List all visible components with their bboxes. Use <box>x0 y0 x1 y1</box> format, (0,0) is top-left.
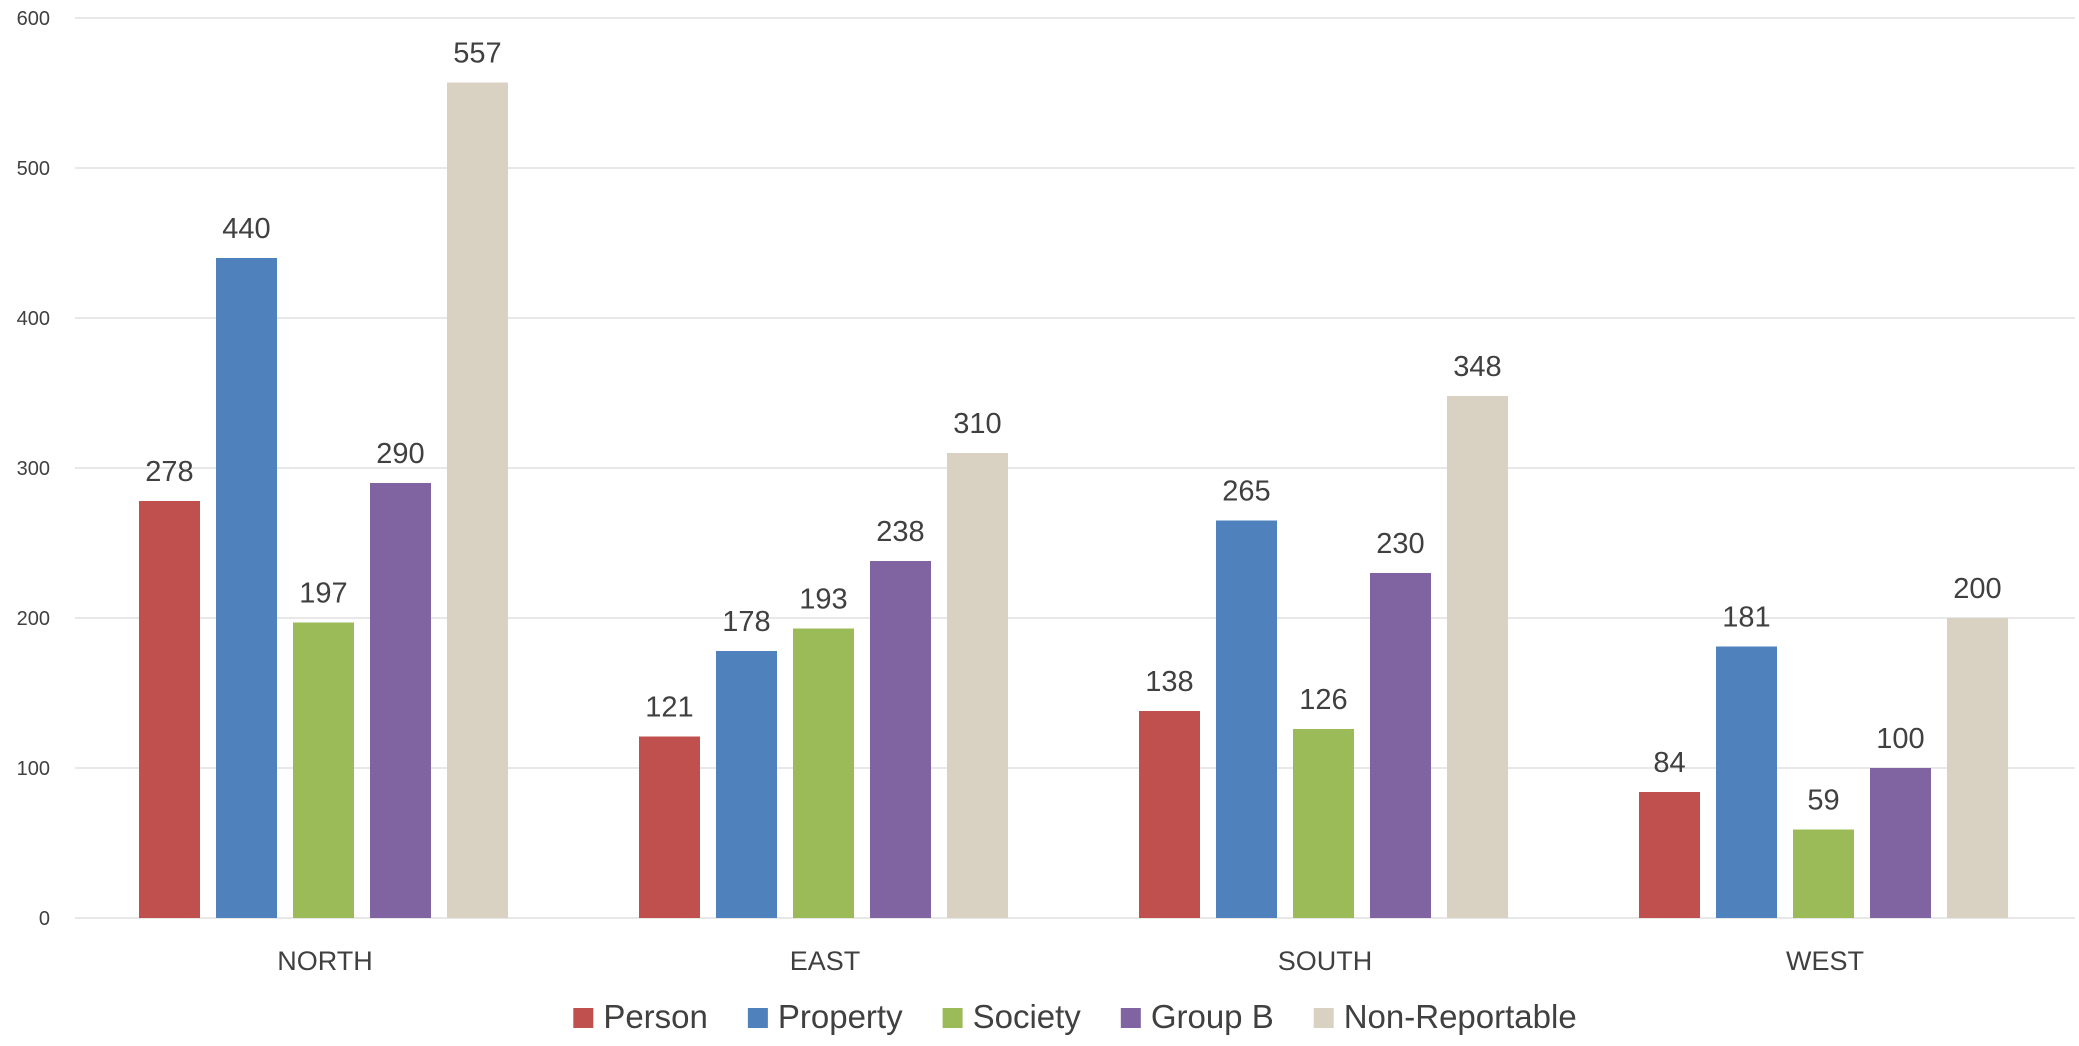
x-category-label: SOUTH <box>1278 946 1373 976</box>
y-tick-label: 600 <box>17 8 50 30</box>
data-label: 440 <box>222 213 270 245</box>
legend-label: Group B <box>1151 998 1274 1035</box>
y-tick-label: 100 <box>17 758 50 780</box>
legend-swatch <box>1120 1008 1141 1028</box>
x-category-label: WEST <box>1786 946 1864 976</box>
y-tick-label: 300 <box>17 458 50 480</box>
legend-label: Society <box>973 998 1082 1035</box>
legend-swatch <box>1313 1008 1334 1028</box>
bars <box>139 82 2008 918</box>
bar-group-b-east <box>870 561 931 918</box>
bar-group-b-west <box>1870 768 1931 918</box>
data-label: 59 <box>1807 785 1839 817</box>
data-label: 290 <box>376 438 424 470</box>
data-label: 84 <box>1653 747 1685 779</box>
legend-item: Group B <box>1120 998 1274 1035</box>
x-category-label: EAST <box>790 946 861 976</box>
bar-person-west <box>1639 792 1700 918</box>
bar-non-reportable-east <box>947 453 1008 918</box>
y-tick-label: 0 <box>39 908 50 930</box>
bar-non-reportable-south <box>1447 396 1508 918</box>
data-label: 265 <box>1222 476 1270 508</box>
data-label: 138 <box>1145 666 1193 698</box>
legend-label: Property <box>778 998 903 1035</box>
data-label: 278 <box>145 456 193 488</box>
legend: Person Property Society Group B Non-Reportab… <box>573 998 1577 1035</box>
legend-swatch <box>942 1008 963 1028</box>
data-label: 557 <box>453 38 501 70</box>
legend-item: Society <box>942 998 1082 1035</box>
x-axis-categories: NORTH EAST SOUTH WEST <box>277 946 1864 976</box>
bar-group-b-south <box>1370 573 1431 918</box>
data-label: 348 <box>1453 351 1501 383</box>
data-label: 181 <box>1722 602 1770 634</box>
data-label: 310 <box>953 408 1001 440</box>
legend-swatch <box>573 1008 594 1028</box>
y-tick-label: 200 <box>17 608 50 630</box>
bar-person-south <box>1139 711 1200 918</box>
data-label: 126 <box>1299 684 1347 716</box>
bar-person-north <box>139 501 200 918</box>
data-label: 178 <box>722 606 770 638</box>
bar-person-east <box>639 736 700 918</box>
bar-society-west <box>1793 829 1854 918</box>
data-label: 238 <box>876 516 924 548</box>
data-label: 100 <box>1876 723 1924 755</box>
bar-non-reportable-west <box>1947 618 2008 918</box>
bar-society-east <box>793 628 854 918</box>
data-labels: 278 440 197 290 557 121 178 193 238 310 138 265 126 2… <box>145 38 2001 817</box>
bar-group-b-north <box>370 483 431 918</box>
bar-property-east <box>716 651 777 918</box>
bar-property-north <box>216 258 277 918</box>
data-label: 200 <box>1953 573 2001 605</box>
x-category-label: NORTH <box>277 946 373 976</box>
data-label: 121 <box>645 692 693 724</box>
bar-society-north <box>293 622 354 918</box>
bar-non-reportable-north <box>447 82 508 918</box>
y-tick-label: 500 <box>17 158 50 180</box>
legend-label: Non-Reportable <box>1344 998 1577 1035</box>
data-label: 197 <box>299 578 347 610</box>
y-axis-ticks: 0 100 200 300 400 500 600 <box>17 8 50 930</box>
bar-property-south <box>1216 520 1277 918</box>
legend-item: Non-Reportable <box>1313 998 1577 1035</box>
legend-label: Person <box>603 998 708 1035</box>
data-label: 193 <box>799 584 847 616</box>
legend-swatch <box>747 1008 768 1028</box>
data-label: 230 <box>1376 528 1424 560</box>
legend-item: Person <box>573 998 708 1035</box>
bar-property-west <box>1716 646 1777 918</box>
legend-item: Property <box>747 998 903 1035</box>
y-tick-label: 400 <box>17 308 50 330</box>
bar-society-south <box>1293 729 1354 918</box>
